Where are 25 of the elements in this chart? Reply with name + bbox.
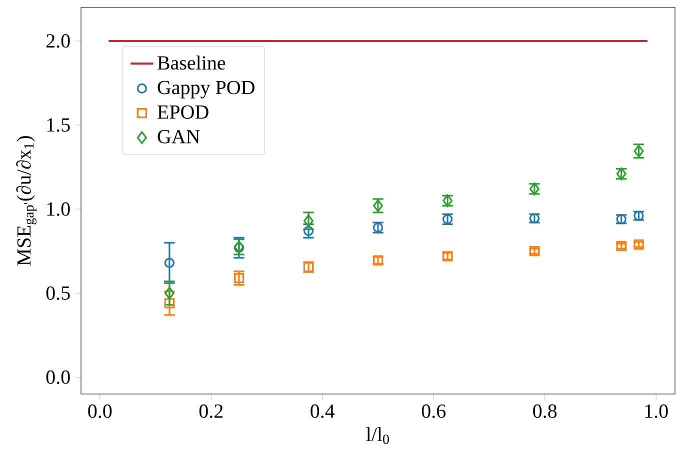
x-tick-label: 0.6 <box>422 404 446 418</box>
point <box>303 226 314 236</box>
legend-label: GAN <box>158 130 200 144</box>
x-tick-label: 0.8 <box>533 404 557 418</box>
x-tick-label: 1.0 <box>645 404 668 418</box>
y-tick-label: 1.5 <box>47 118 70 132</box>
point <box>164 298 175 308</box>
y-tick-label: 0.5 <box>46 286 70 300</box>
x-tick-label: 0.4 <box>310 404 335 418</box>
x-tick-label: 0.2 <box>199 404 223 418</box>
y-axis-title: MSE$_{gap'}$(∂u/∂x$_{1}$) <box>16 136 36 266</box>
point <box>164 258 175 268</box>
y-tick-label: 2.0 <box>46 34 70 48</box>
y-tick-label: 1.0 <box>47 202 70 216</box>
y-tick-label: 0.0 <box>46 370 70 384</box>
legend-label: Gappy POD <box>158 80 254 98</box>
point <box>529 246 540 256</box>
x-tick-label: 0.0 <box>88 404 112 418</box>
point <box>234 272 244 284</box>
point <box>164 286 174 300</box>
legend-label: Baseline <box>158 56 226 70</box>
legend-label: EPOD <box>158 105 208 119</box>
point <box>634 239 644 250</box>
x-axis-title: l/l$_{0}$ <box>366 427 389 444</box>
point <box>303 214 314 228</box>
